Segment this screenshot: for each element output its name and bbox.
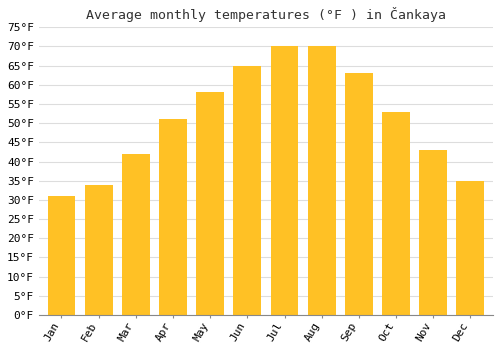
Bar [159, 119, 187, 315]
Bar [382, 112, 410, 315]
Bar [234, 66, 262, 315]
Bar [345, 73, 373, 315]
Bar [420, 150, 447, 315]
Bar [48, 196, 76, 315]
Bar [196, 92, 224, 315]
Bar [270, 47, 298, 315]
Bar [84, 184, 112, 315]
Bar [122, 154, 150, 315]
Bar [308, 47, 336, 315]
Bar [456, 181, 484, 315]
Title: Average monthly temperatures (°F ) in Čankaya: Average monthly temperatures (°F ) in Ča… [86, 7, 446, 22]
